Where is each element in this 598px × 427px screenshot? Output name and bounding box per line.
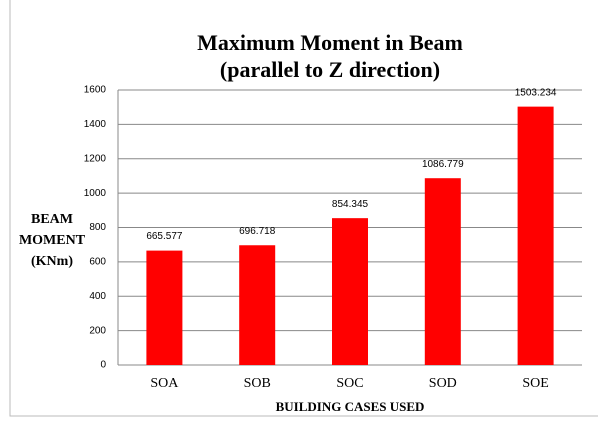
- frame: [9, 0, 598, 417]
- y-tick-label: 200: [89, 325, 106, 336]
- x-tick-label: SOA: [150, 376, 179, 391]
- y-tick-label: 1000: [84, 188, 107, 199]
- data-label: 1086.779: [422, 159, 464, 170]
- data-label: 1503.234: [515, 87, 557, 98]
- y-tick-label: 1600: [84, 85, 107, 96]
- data-label: 854.345: [332, 199, 369, 210]
- bar: [146, 250, 183, 365]
- bar: [332, 218, 368, 365]
- y-tick-label: 600: [89, 257, 106, 268]
- chart-title: Maximum Moment in Beam: [197, 30, 463, 55]
- data-label: 696.718: [239, 226, 276, 237]
- x-axis-label: BUILDING CASES USED: [276, 399, 425, 414]
- y-axis-label: MOMENT: [19, 233, 86, 248]
- x-tick-label: SOD: [429, 376, 457, 391]
- bar: [517, 106, 554, 365]
- x-tick-label: SOC: [336, 376, 363, 391]
- y-axis-label: BEAM: [31, 212, 73, 227]
- y-tick-label: 1200: [84, 153, 107, 164]
- bar: [239, 245, 276, 365]
- y-axis-label: (KNm): [31, 254, 73, 269]
- y-tick-label: 800: [89, 222, 106, 233]
- x-tick-label: SOB: [244, 376, 271, 391]
- chart-title: (parallel to Z direction): [220, 57, 440, 82]
- y-tick-label: 0: [100, 360, 106, 371]
- data-label: 665.577: [146, 231, 183, 242]
- x-tick-label: SOE: [522, 376, 548, 391]
- y-tick-label: 400: [89, 291, 106, 302]
- bar: [424, 178, 461, 365]
- y-tick-label: 1400: [84, 119, 107, 130]
